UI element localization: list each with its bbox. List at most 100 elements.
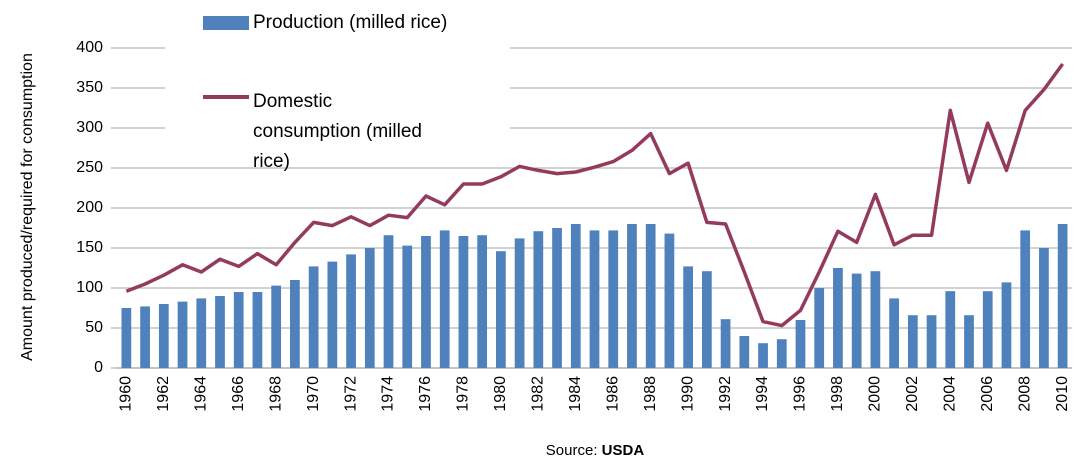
- y-tick-label: 0: [94, 359, 103, 376]
- x-tick-label: 1972: [342, 376, 359, 412]
- x-tick-label: 2006: [979, 376, 996, 412]
- x-tick-label: 2000: [867, 376, 884, 412]
- bar: [308, 266, 319, 368]
- y-tick-label: 300: [76, 119, 103, 136]
- bar: [1020, 230, 1031, 368]
- bar: [795, 320, 806, 368]
- bar: [739, 336, 750, 368]
- x-tick-label: 1974: [380, 376, 397, 412]
- bar: [364, 248, 375, 368]
- bar: [458, 236, 469, 368]
- legend-swatch: [203, 16, 249, 30]
- source-name: USDA: [601, 442, 645, 459]
- x-tick-label: 1970: [305, 376, 322, 412]
- bar: [346, 254, 356, 368]
- bar: [421, 236, 431, 368]
- x-tick-label: 1964: [192, 376, 209, 412]
- bar: [233, 292, 244, 368]
- y-tick-label: 100: [76, 279, 103, 296]
- y-tick-label: 50: [85, 319, 103, 336]
- bar: [776, 339, 787, 368]
- x-tick-label: 1986: [604, 376, 621, 412]
- x-tick-label: 1962: [155, 376, 172, 412]
- bar: [1039, 248, 1049, 368]
- y-tick-label: 250: [76, 159, 103, 176]
- x-tick-label: 1998: [829, 376, 846, 412]
- bar: [683, 266, 693, 368]
- bar: [851, 273, 862, 368]
- x-tick-label: 2010: [1054, 376, 1071, 412]
- x-tick-label: 1984: [567, 376, 584, 412]
- x-tick-label: 1960: [118, 376, 135, 412]
- legend-label: Domestic consumption (milled rice): [253, 91, 422, 172]
- bar: [215, 296, 225, 368]
- y-tick-label: 150: [76, 239, 103, 256]
- x-tick-label: 1994: [754, 376, 771, 412]
- bar: [533, 231, 544, 368]
- bar: [589, 230, 600, 368]
- bar: [290, 280, 300, 368]
- x-tick-label: 2008: [1016, 376, 1033, 412]
- bar: [889, 298, 899, 368]
- bar: [814, 288, 825, 368]
- legend-label: Production (milled rice): [253, 12, 448, 33]
- bar: [514, 238, 525, 368]
- bar: [252, 292, 263, 368]
- x-tick-label: 1980: [492, 376, 509, 412]
- source: Source: USDA: [0, 442, 1076, 459]
- x-tick-label: 1976: [417, 376, 434, 412]
- bar: [870, 271, 881, 368]
- bar: [1057, 224, 1068, 368]
- bar: [496, 251, 506, 368]
- x-tick-label: 2002: [904, 376, 921, 412]
- x-tick-label: 1978: [455, 376, 472, 412]
- x-tick-label: 1982: [530, 376, 547, 412]
- bar: [758, 343, 768, 368]
- bar: [945, 291, 956, 368]
- y-axis-title: Amount produced/required for consumption: [19, 53, 36, 361]
- bar: [926, 315, 937, 368]
- bar: [383, 235, 394, 368]
- legend-swatch: [203, 95, 249, 99]
- bar: [552, 228, 562, 368]
- bar: [570, 224, 581, 368]
- legend-item: Domestic consumption (milled rice): [165, 87, 433, 177]
- bar: [158, 304, 169, 368]
- bar: [196, 298, 207, 368]
- bar: [608, 230, 619, 368]
- legend: Production (milled rice) Domestic consum…: [165, 0, 513, 172]
- x-tick-label: 2004: [942, 376, 959, 412]
- line: [125, 62, 1065, 328]
- bar: [645, 224, 656, 368]
- bar: [327, 261, 338, 368]
- bar: [140, 306, 150, 368]
- bar: [477, 235, 488, 368]
- y-tick-label: 350: [76, 79, 103, 96]
- legend-item: Production (milled rice): [165, 8, 513, 38]
- bar: [664, 233, 675, 368]
- source-label: Source:: [545, 442, 598, 459]
- x-tick-label: 1966: [230, 376, 247, 412]
- x-tick-label: 1996: [792, 376, 809, 412]
- bar: [982, 291, 993, 368]
- x-tick-label: 1988: [642, 376, 659, 412]
- bar: [964, 315, 974, 368]
- y-tick-label: 200: [76, 199, 103, 216]
- bar: [439, 230, 450, 368]
- bar: [833, 268, 843, 368]
- legend-bar-swatch: [203, 16, 249, 30]
- bar: [1001, 282, 1012, 368]
- bar: [701, 271, 712, 368]
- bar: [720, 319, 731, 368]
- x-tick-label: 1992: [717, 376, 734, 412]
- x-tick-label: 1990: [679, 376, 696, 412]
- bar: [271, 285, 282, 368]
- y-tick-label: 400: [76, 39, 103, 56]
- bar: [177, 301, 188, 368]
- x-tick-label: 1968: [267, 376, 284, 412]
- bar: [627, 224, 637, 368]
- bar: [402, 245, 413, 368]
- bar: [121, 308, 132, 368]
